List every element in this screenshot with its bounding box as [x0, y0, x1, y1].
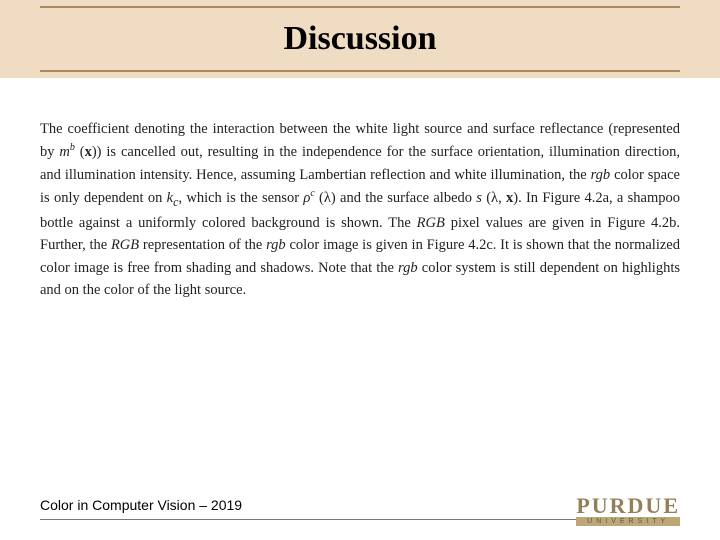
- title-band: Discussion: [0, 0, 720, 78]
- logo-sub-text: UNIVERSITY: [576, 517, 680, 526]
- body-paragraph: The coefficient denoting the interaction…: [0, 78, 720, 302]
- logo-main-text: PURDUE: [576, 493, 680, 519]
- header-rule-bottom: [40, 70, 680, 72]
- slide-title: Discussion: [283, 20, 436, 58]
- header-rule-top: [40, 6, 680, 8]
- purdue-logo: PURDUE UNIVERSITY: [576, 493, 680, 526]
